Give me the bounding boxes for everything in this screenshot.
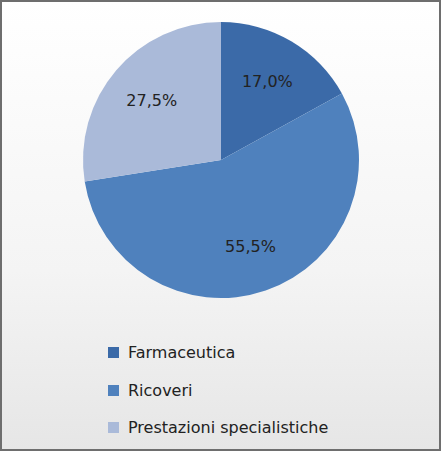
svg-text:27,5%: 27,5%: [126, 91, 177, 110]
html-text:Prestazioni specialistiche: Prestazioni specialistiche: [128, 418, 329, 438]
html-text:Ricoveri: Ricoveri: [128, 380, 193, 400]
svg-text:55,5%: 55,5%: [225, 237, 276, 256]
html-text:Farmaceutica: Farmaceutica: [128, 343, 236, 363]
svg-text:17,0%: 17,0%: [242, 72, 293, 91]
